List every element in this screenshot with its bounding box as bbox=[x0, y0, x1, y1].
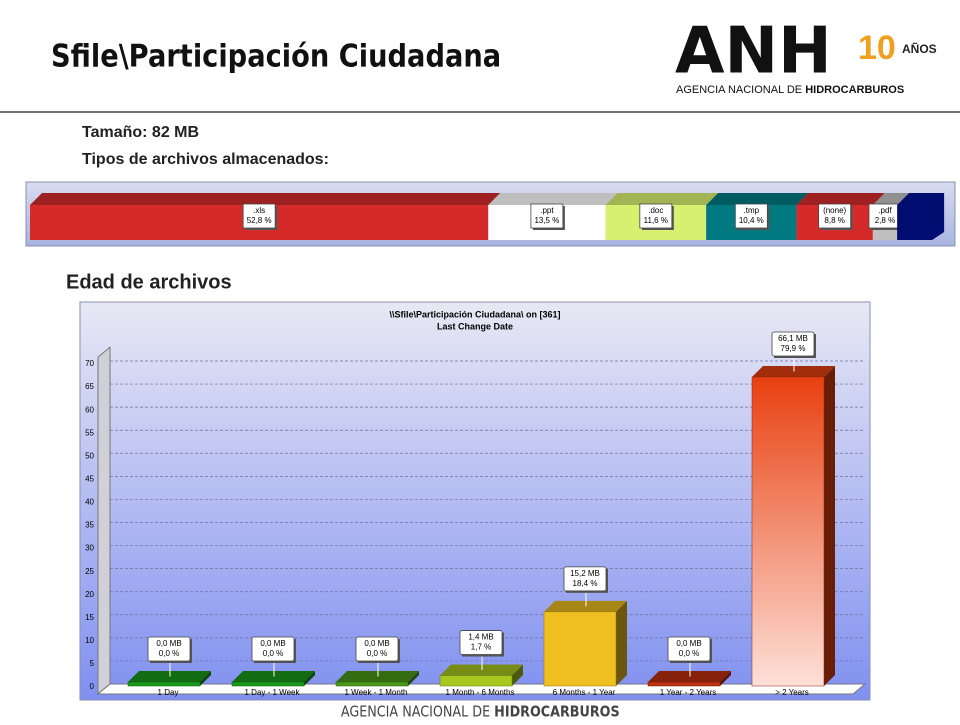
y-axis-wall bbox=[97, 346, 111, 696]
label-line: 0,0 MB bbox=[156, 639, 181, 648]
segment-name: .ppt bbox=[540, 206, 554, 215]
label-line: 0,0 % bbox=[367, 649, 387, 658]
logo-number: 10 bbox=[858, 29, 896, 67]
segment-top bbox=[488, 193, 618, 205]
y-tick-label: 35 bbox=[85, 521, 94, 530]
y-tick-label: 70 bbox=[85, 359, 94, 368]
label-line: 1,7 % bbox=[471, 643, 491, 652]
label-box bbox=[771, 331, 815, 357]
footer: AGENCIA NACIONAL DE HIDROCARBUROS bbox=[341, 703, 620, 720]
label-line: 0,0 % bbox=[263, 649, 283, 658]
types-heading: Tipos de archivos almacenados: bbox=[82, 151, 329, 168]
logo-years: AÑOS bbox=[902, 41, 937, 56]
y-tick-label: 30 bbox=[85, 544, 94, 553]
y-tick-label: 25 bbox=[85, 567, 94, 576]
x-tick-label: 1 Week - 1 Month bbox=[345, 688, 408, 697]
bar bbox=[543, 611, 617, 687]
label-box bbox=[563, 566, 607, 592]
label-box bbox=[530, 203, 564, 229]
label-line: 0,0 % bbox=[679, 649, 699, 658]
segment-label: 52,8 % bbox=[247, 216, 272, 225]
segment-name: .xls bbox=[253, 206, 265, 215]
segment-top bbox=[30, 193, 501, 205]
bar-end bbox=[897, 193, 945, 240]
logo-subtitle-regular: AGENCIA NACIONAL DE bbox=[676, 84, 805, 96]
segment-top bbox=[706, 193, 809, 205]
bar-side bbox=[408, 671, 419, 686]
y-tick-label: 60 bbox=[85, 405, 94, 414]
age-heading: Edad de archivos bbox=[66, 271, 232, 293]
x-tick-label: 1 Day bbox=[158, 688, 179, 697]
bar bbox=[751, 376, 825, 687]
bar bbox=[335, 681, 409, 687]
segment-top bbox=[796, 193, 885, 205]
y-tick-label: 0 bbox=[90, 682, 95, 691]
segment-label: 8,8 % bbox=[824, 216, 844, 225]
y-tick-label: 45 bbox=[85, 474, 94, 483]
segment-top bbox=[872, 193, 910, 205]
label-box bbox=[242, 203, 276, 229]
label-line: 18,4 % bbox=[573, 579, 598, 588]
bar-side bbox=[824, 365, 835, 686]
label-box bbox=[667, 636, 711, 662]
bar-side bbox=[616, 600, 627, 686]
y-tick-label: 15 bbox=[85, 613, 94, 622]
x-tick-label: > 2 Years bbox=[775, 688, 809, 697]
label-box bbox=[355, 636, 399, 662]
segment-label: 13,5 % bbox=[534, 216, 559, 225]
label-box bbox=[147, 636, 191, 662]
y-tick-label: 20 bbox=[85, 590, 94, 599]
label-box bbox=[818, 203, 852, 229]
x-tick-label: 1 Month - 6 Months bbox=[446, 688, 515, 697]
segment-label: 11,6 % bbox=[644, 216, 668, 225]
slide-title: Sfile\Participación Ciudadana bbox=[51, 38, 501, 74]
segment-label: 2,8 % bbox=[875, 216, 895, 225]
bar-side bbox=[720, 671, 731, 686]
x-tick-label: 1 Year - 2 Years bbox=[660, 688, 717, 697]
bar-side bbox=[200, 671, 211, 686]
y-tick-label: 65 bbox=[85, 382, 94, 391]
footer-regular: AGENCIA NACIONAL DE bbox=[341, 703, 494, 720]
segment-name: .pdf bbox=[878, 206, 892, 215]
logo-subtitle: AGENCIA NACIONAL DE HIDROCARBUROS bbox=[676, 84, 904, 96]
bar bbox=[231, 681, 305, 687]
x-tick-label: 6 Months - 1 Year bbox=[553, 688, 616, 697]
segment-name: .tmp bbox=[744, 206, 760, 215]
segment-top bbox=[605, 193, 719, 205]
segment-name: .doc bbox=[648, 206, 663, 215]
chart-subtitle: Last Change Date bbox=[437, 321, 513, 331]
y-tick-label: 40 bbox=[85, 498, 94, 507]
label-box bbox=[459, 630, 503, 655]
segment-name: (none) bbox=[823, 206, 846, 215]
label-line: 0,0 MB bbox=[676, 639, 701, 648]
label-box bbox=[639, 203, 673, 229]
bar-side bbox=[304, 671, 315, 686]
label-line: 1,4 MB bbox=[468, 633, 493, 642]
label-line: 15,2 MB bbox=[570, 569, 600, 578]
segment-label: 10,4 % bbox=[739, 216, 764, 225]
chart-title: \\Sfile\Participación Ciudadana\ on [361… bbox=[389, 309, 560, 319]
label-line: 66,1 MB bbox=[778, 334, 808, 343]
bar-side bbox=[512, 664, 523, 686]
size-text: Tamaño: 82 MB bbox=[82, 124, 199, 141]
x-tick-label: 1 Day - 1 Week bbox=[245, 688, 301, 697]
y-tick-label: 50 bbox=[85, 451, 94, 460]
footer-bold: HIDROCARBUROS bbox=[494, 703, 619, 720]
label-line: 0,0 MB bbox=[364, 639, 389, 648]
logo-subtitle-bold: HIDROCARBUROS bbox=[805, 84, 904, 96]
label-box bbox=[734, 203, 768, 229]
label-line: 79,9 % bbox=[781, 344, 806, 353]
label-line: 0,0 % bbox=[159, 649, 179, 658]
floor bbox=[96, 683, 867, 695]
bar bbox=[647, 681, 721, 687]
y-tick-label: 5 bbox=[90, 659, 95, 668]
bar bbox=[127, 681, 201, 687]
logo-letters: ANH bbox=[675, 15, 832, 89]
y-tick-label: 55 bbox=[85, 428, 94, 437]
y-tick-label: 10 bbox=[85, 636, 94, 645]
label-box bbox=[251, 636, 295, 662]
bar bbox=[439, 675, 513, 687]
label-line: 0,0 MB bbox=[260, 639, 285, 648]
